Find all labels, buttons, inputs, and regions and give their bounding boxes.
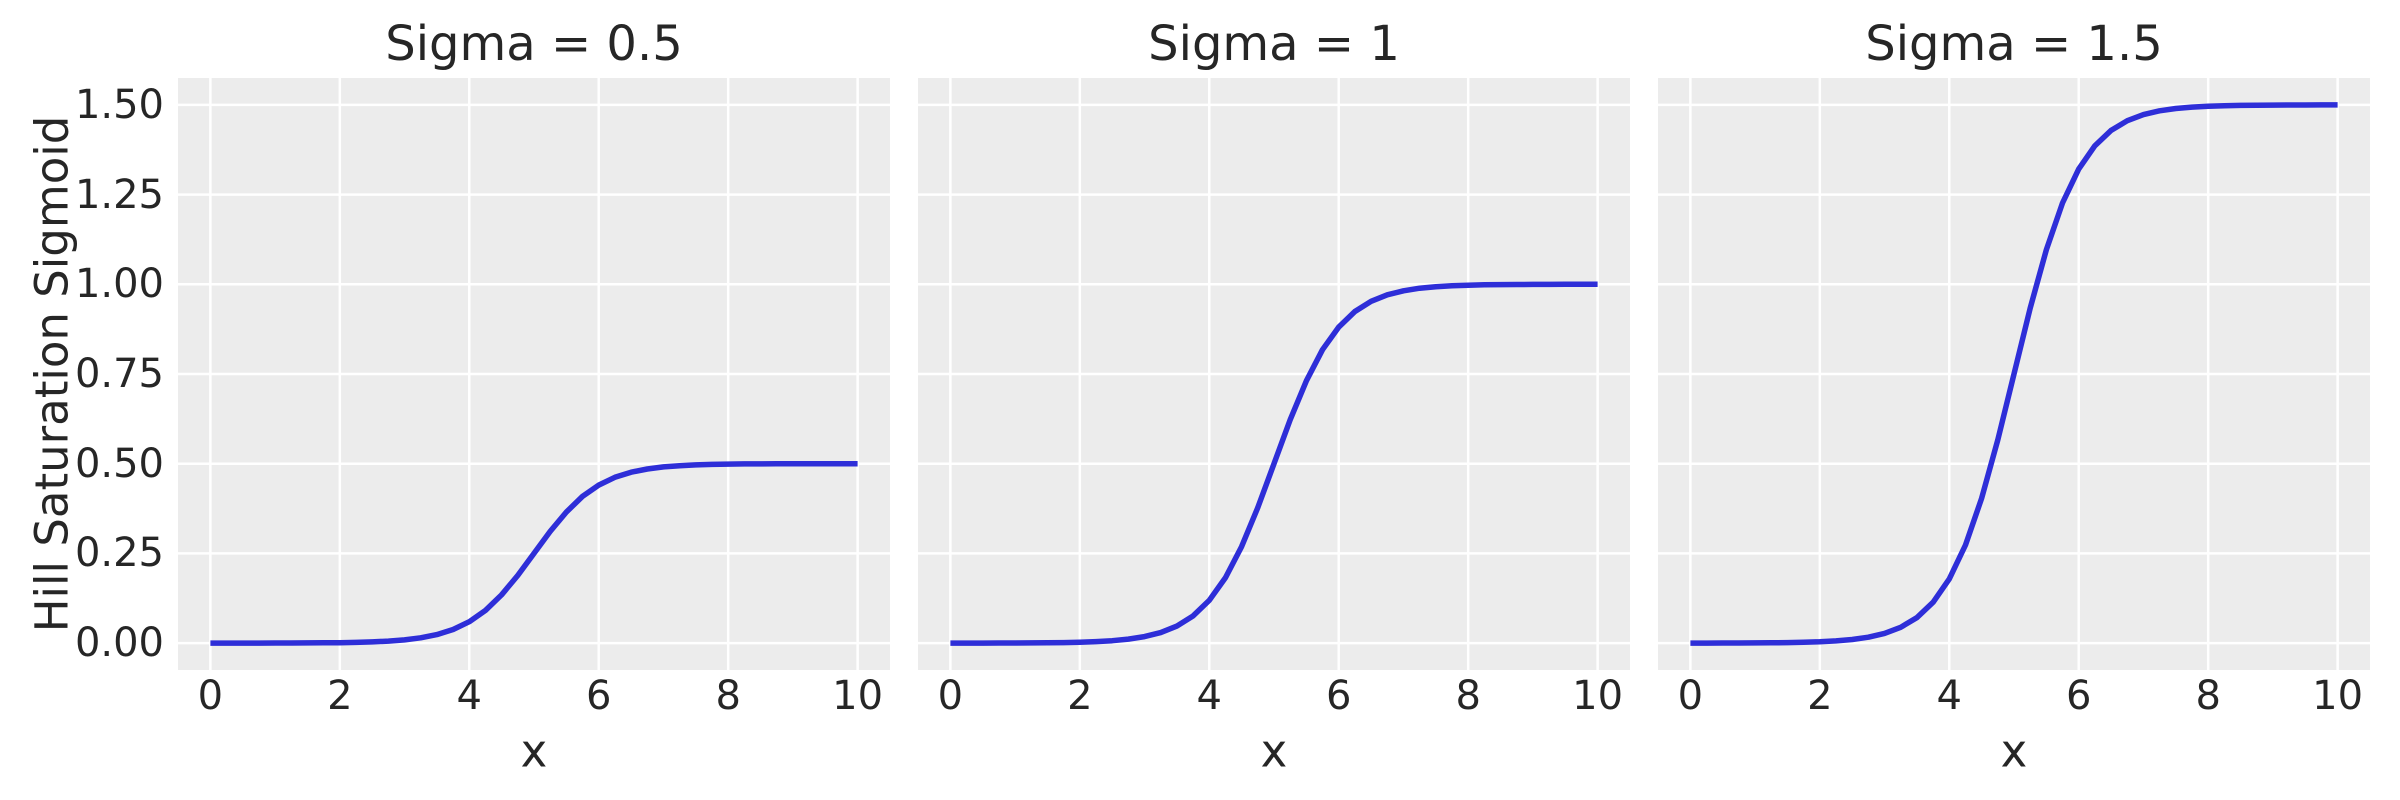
line-sigma=0.5 (210, 460, 858, 646)
x-tick-label: 8 (1455, 673, 1481, 719)
axes-subplot-3 (1658, 78, 2370, 670)
x-tick-label: 2 (327, 673, 353, 719)
y-tick-label: 0.75 (74, 351, 164, 397)
x-tick-label: 4 (1936, 673, 1962, 719)
y-axis-label: Hill Saturation Sigmoid (25, 115, 79, 633)
x-tick-label: 0 (197, 673, 224, 719)
x-tick-label: 4 (1196, 673, 1222, 719)
y-tick-label: 1.50 (74, 81, 164, 128)
y-tick-label: 1.00 (74, 261, 164, 308)
x-tick-label: 2 (1067, 673, 1093, 719)
x-tick-label: 6 (2065, 673, 2092, 719)
axes-subplot-1 (178, 78, 890, 670)
x-tick-label: 0 (937, 673, 964, 719)
y-tick-label: 0.00 (74, 620, 164, 667)
subplot-1-xlabel: x (520, 724, 548, 778)
x-tick-label: 8 (715, 673, 741, 719)
x-tick-label: 6 (1325, 673, 1352, 719)
x-tick-label: 10 (2312, 673, 2364, 719)
x-tick-label: 4 (456, 673, 482, 719)
x-tick-label: 0 (1677, 673, 1704, 719)
y-tick-label: 1.25 (74, 171, 164, 218)
x-tick-label: 8 (2195, 673, 2221, 719)
y-tick-label: 0.50 (74, 440, 164, 487)
subplot-3-xlabel: x (2000, 724, 2028, 778)
subplot-1-title: Sigma = 0.5 (385, 16, 683, 72)
x-tick-label: 2 (1807, 673, 1833, 719)
x-tick-label: 6 (585, 673, 612, 719)
x-tick-label: 10 (1572, 673, 1624, 719)
y-tick-label: 0.25 (74, 530, 164, 577)
line-sigma=1.5 (1690, 102, 2338, 646)
x-tick-label: 10 (832, 673, 884, 719)
subplot-2-xlabel: x (1260, 724, 1288, 778)
subplot-2-title: Sigma = 1 (1148, 16, 1400, 72)
line-sigma=1 (950, 281, 1598, 646)
subplot-3-title: Sigma = 1.5 (1865, 16, 2163, 72)
axes-subplot-2 (918, 78, 1630, 670)
